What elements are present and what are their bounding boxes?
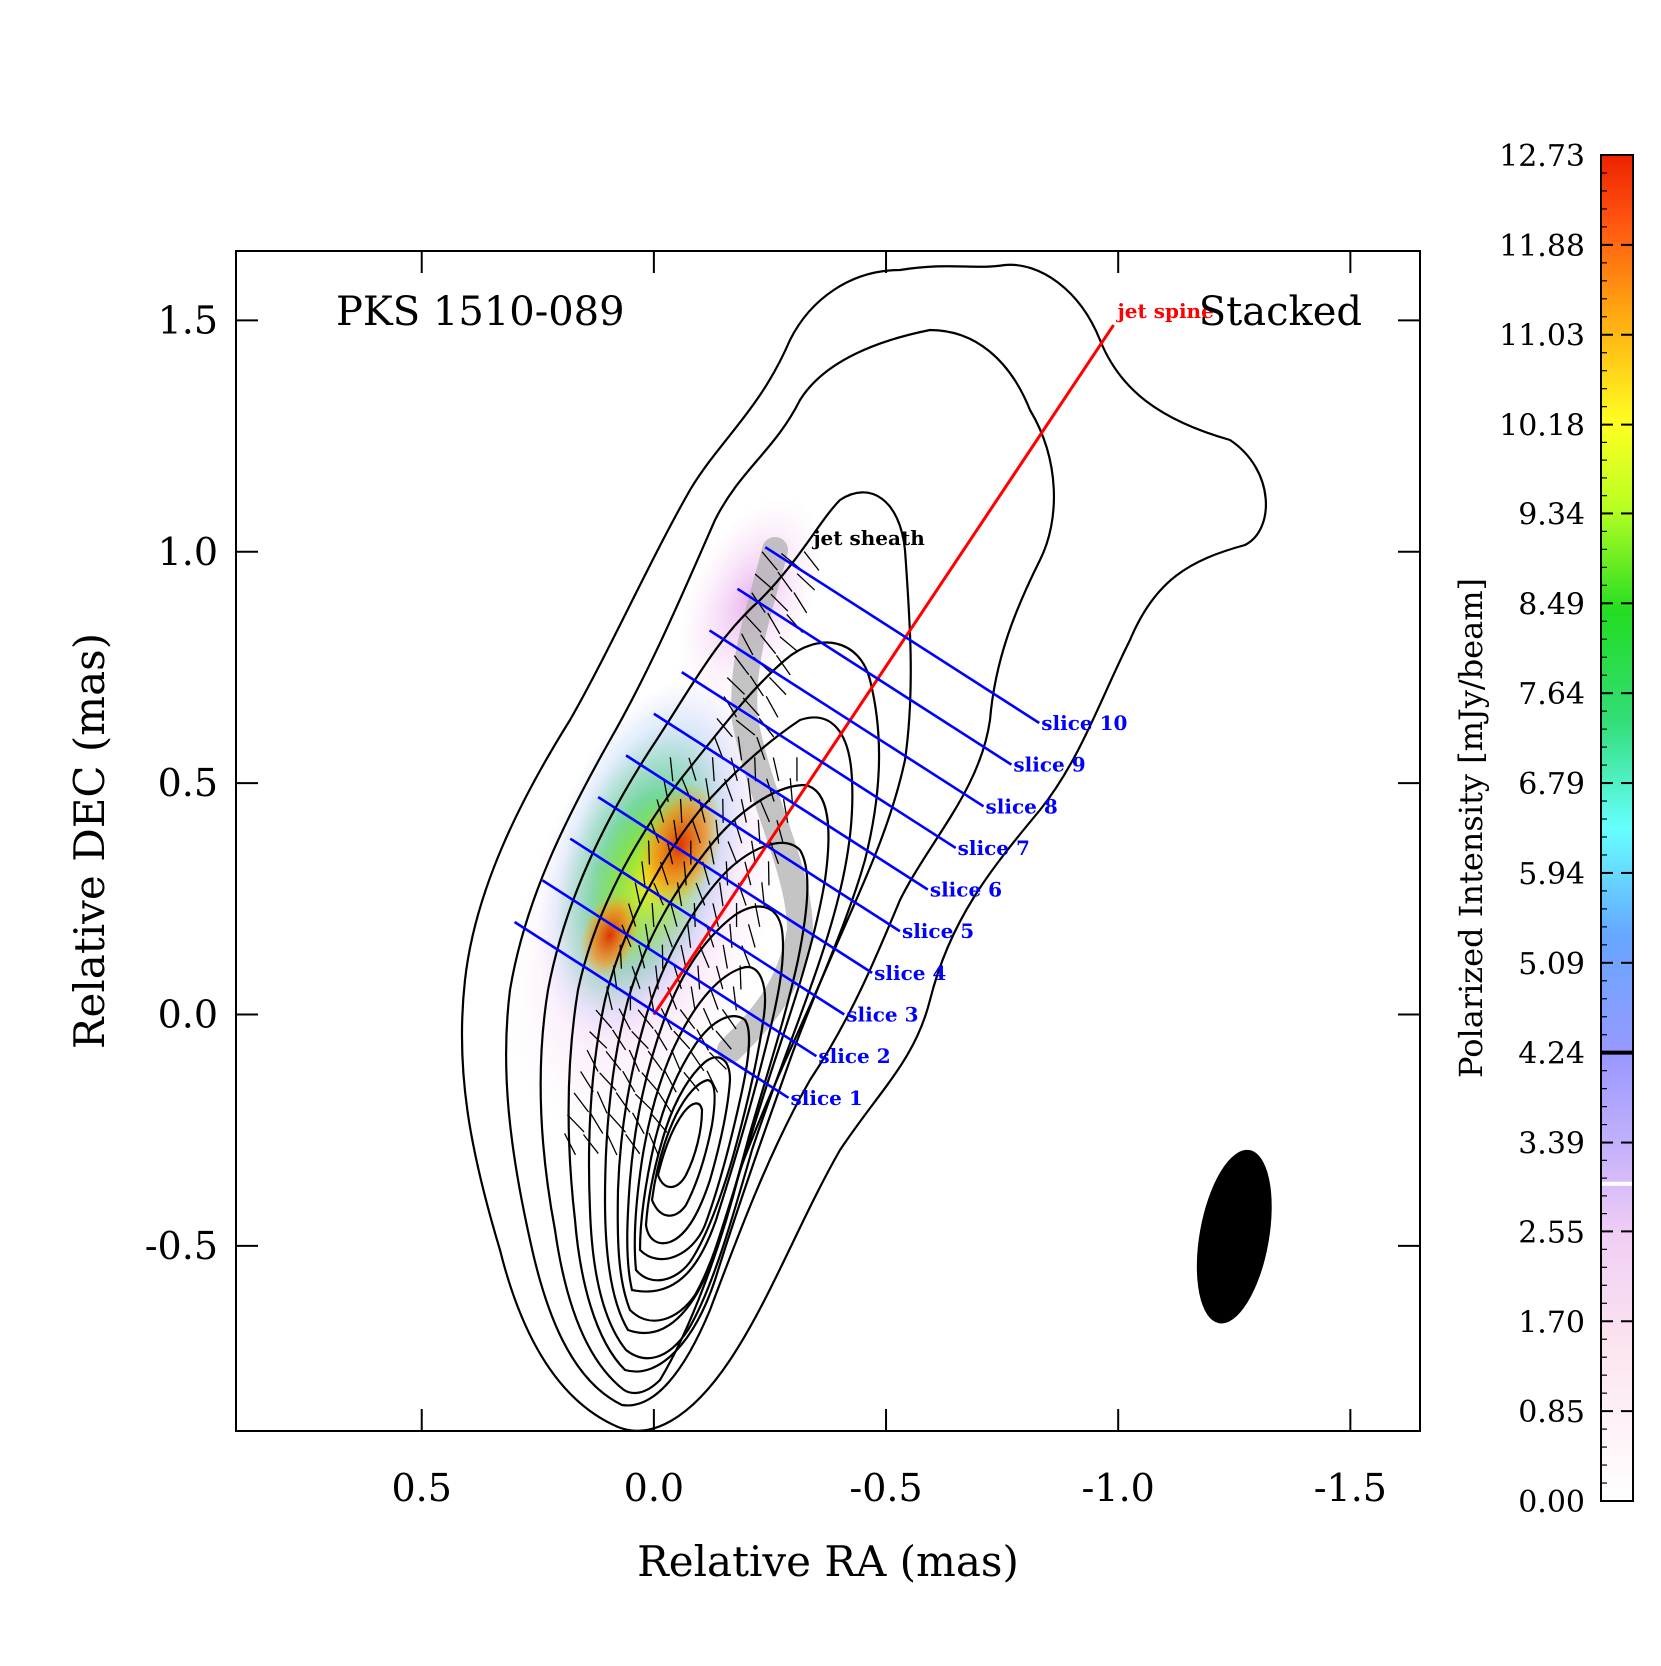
epoch-label: Stacked <box>1199 289 1362 335</box>
x-tick-label: 0.5 <box>392 1466 452 1510</box>
colorbar-tick-label: 8.49 <box>1518 587 1585 622</box>
y-tick-label: 0.5 <box>158 761 218 805</box>
evpa-tick <box>740 966 741 990</box>
colorbar: 12.73 11.88 11.03 10.18 9.34 8.49 7.64 6.79 5.94… <box>1452 139 1633 1520</box>
colorbar-tick-label: 6.79 <box>1518 767 1585 802</box>
jet-sheath-label: jet sheath <box>811 526 925 550</box>
x-axis-title: Relative RA (mas) <box>637 1537 1019 1586</box>
colorbar-tick-label: 2.55 <box>1518 1215 1585 1250</box>
colorbar-tick-label: 3.39 <box>1518 1127 1585 1162</box>
colorbar-tick-label: 1.70 <box>1518 1305 1585 1340</box>
slice-label: slice 1 <box>791 1086 863 1110</box>
slice-label: slice 9 <box>1013 753 1085 777</box>
evpa-tick <box>652 1114 667 1132</box>
evpa-tick <box>790 778 792 802</box>
slice-line <box>765 547 1039 723</box>
evpa-tick <box>707 1071 718 1093</box>
slice-label: slice 5 <box>902 919 974 943</box>
y-tick-label: 1.5 <box>158 298 218 342</box>
y-tick-label: 1.0 <box>158 530 218 574</box>
colorbar-tick-label: 5.09 <box>1518 947 1585 982</box>
evpa-tick <box>769 677 786 694</box>
y-tick-label: 0.0 <box>158 993 218 1037</box>
slice-label: slice 10 <box>1041 711 1127 735</box>
evpa-tick <box>607 1133 617 1155</box>
slice-label: slice 8 <box>986 794 1058 818</box>
restoring-beam <box>1185 1144 1284 1329</box>
colorbar-tick-label: 0.00 <box>1518 1485 1585 1520</box>
x-tick-label: 0.0 <box>624 1466 684 1510</box>
slice-label: slice 2 <box>818 1044 890 1068</box>
colorbar-tick-label: 10.18 <box>1499 409 1585 444</box>
y-tick-label: -0.5 <box>145 1224 218 1268</box>
slice-label: slice 6 <box>930 878 1002 902</box>
colorbar-tick-label: 4.24 <box>1518 1037 1585 1072</box>
y-axis-title: Relative DEC (mas) <box>65 633 114 1049</box>
slice-label: slice 3 <box>846 1003 918 1027</box>
x-tick-label: -1.5 <box>1314 1466 1387 1510</box>
slice-labels: slice 1 slice 2 slice 3 slice 4 slice 5 slice… <box>791 711 1128 1110</box>
evpa-tick <box>584 1135 599 1154</box>
colorbar-tick-label: 11.88 <box>1499 229 1585 264</box>
x-tick-label: -1.0 <box>1082 1466 1155 1510</box>
x-tick-label: -0.5 <box>849 1466 922 1510</box>
slice-label: slice 4 <box>874 961 946 985</box>
colorbar-title: Polarized Intensity [mJy/beam] <box>1452 578 1490 1078</box>
source-name: PKS 1510-089 <box>336 289 625 335</box>
colorbar-tick-label: 11.03 <box>1499 319 1585 354</box>
evpa-tick <box>694 903 695 927</box>
colorbar-tick-label: 0.85 <box>1518 1395 1585 1430</box>
colorbar-tick-label: 9.34 <box>1518 497 1585 532</box>
slice-label: slice 7 <box>958 836 1030 860</box>
colorbar-tick-label: 12.73 <box>1499 139 1585 174</box>
colorbar-tick-label: 5.94 <box>1518 857 1585 892</box>
colorbar-tick-label: 7.64 <box>1518 677 1585 712</box>
evpa-tick <box>649 841 650 865</box>
colorbar-gradient <box>1601 155 1633 1501</box>
